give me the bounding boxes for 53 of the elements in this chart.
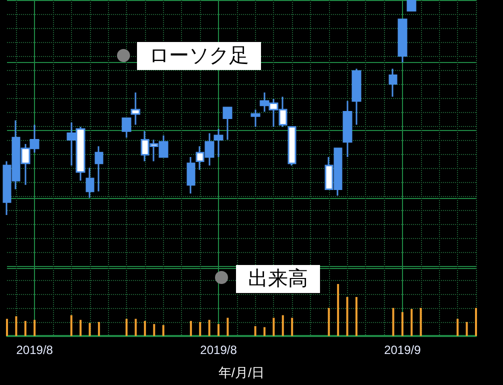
bar [392, 308, 394, 336]
bar [337, 284, 340, 336]
candlestick [288, 126, 296, 166]
bar [190, 320, 192, 336]
candlestick [186, 156, 196, 194]
bar [126, 318, 128, 336]
bar [144, 320, 146, 336]
x-axis-title: 年/月/日 [218, 365, 265, 380]
annotation: ローソク足 [137, 42, 261, 70]
bar [208, 320, 210, 336]
bar [263, 327, 266, 336]
annotation: 出来高 [236, 265, 320, 293]
bar [420, 308, 422, 336]
bar [34, 320, 36, 336]
bar [98, 322, 100, 336]
candlestick [250, 108, 260, 128]
bar [134, 318, 137, 336]
candlestick [94, 145, 104, 192]
bar [218, 324, 220, 336]
candlestick [352, 68, 362, 126]
bar [410, 308, 413, 336]
bar [153, 324, 156, 336]
bar [291, 318, 294, 336]
bar [70, 315, 72, 336]
bar [6, 318, 8, 336]
candlestick [222, 106, 232, 140]
bar [456, 318, 459, 336]
bar [80, 320, 82, 336]
candlestick [398, 18, 408, 64]
candlestick [122, 118, 132, 138]
bar [466, 322, 468, 336]
bar [162, 325, 164, 336]
candlestick [86, 166, 94, 199]
bar [15, 316, 18, 336]
candlestick [388, 68, 398, 98]
bar [254, 326, 256, 336]
x-tick-label: 2019/9 [384, 343, 422, 357]
x-tick-label: 2019/8 [16, 343, 54, 357]
bar [328, 308, 330, 336]
candlestick [406, 0, 416, 12]
candlestick [130, 92, 140, 126]
bar [199, 322, 202, 336]
bar [226, 318, 229, 336]
bar [401, 312, 404, 336]
bar [475, 308, 477, 336]
x-tick-label: 2019/8 [200, 343, 238, 357]
bar [272, 318, 275, 336]
bar [88, 323, 91, 336]
bar [282, 315, 284, 336]
bar [346, 297, 348, 336]
bar [355, 297, 358, 336]
candlestick [342, 100, 352, 158]
bar [24, 320, 26, 336]
